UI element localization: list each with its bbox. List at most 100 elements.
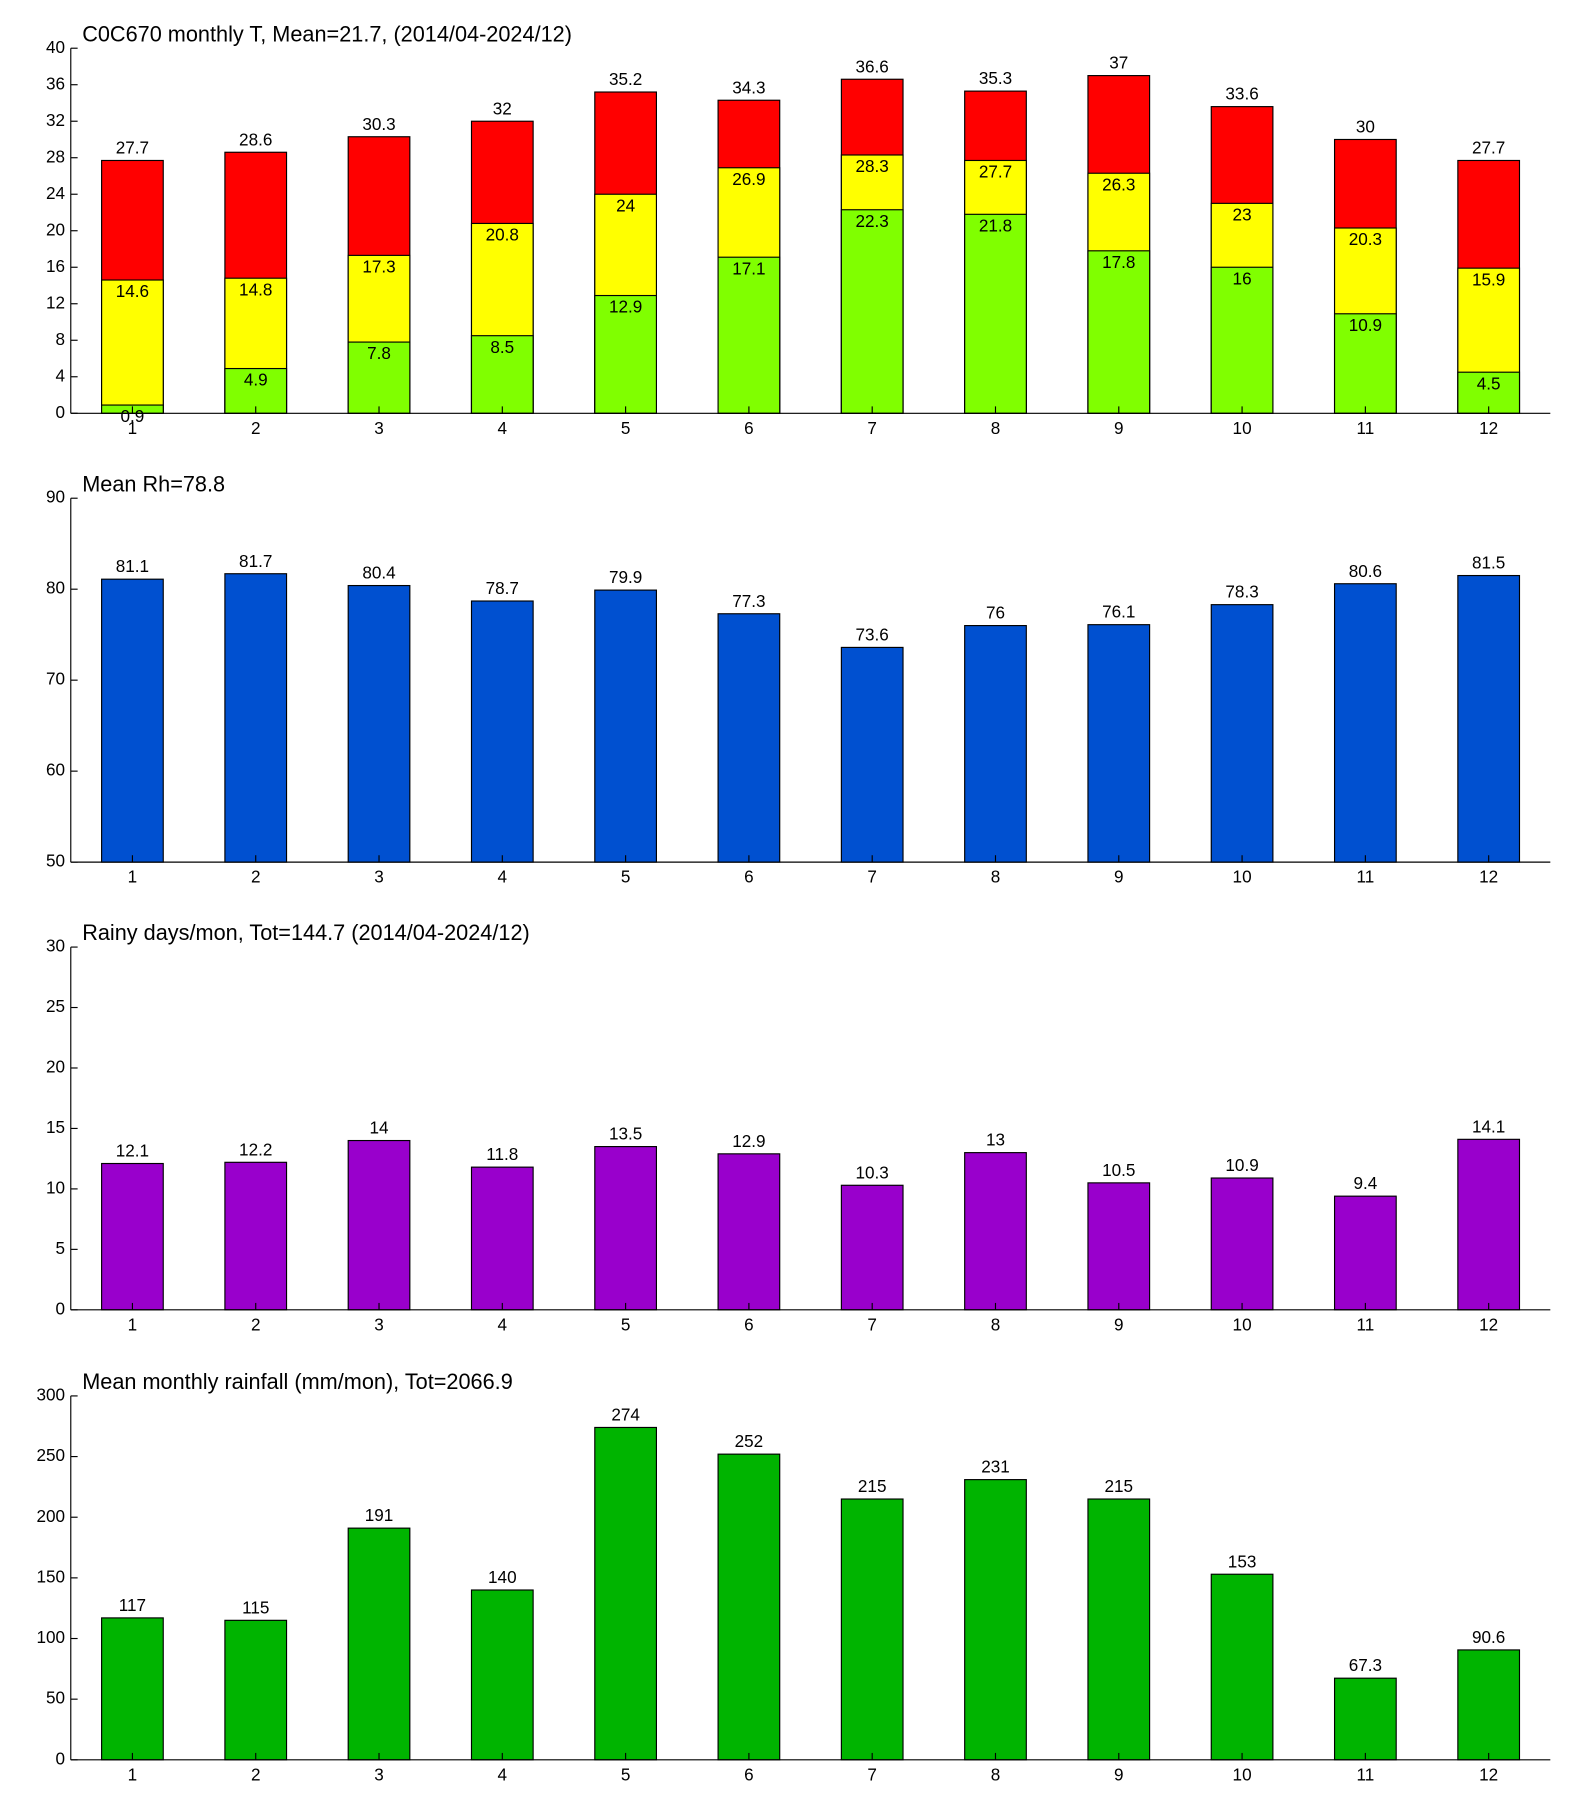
- y-tick-label: 0: [56, 402, 66, 422]
- x-tick-label: 11: [1356, 418, 1374, 438]
- bar: [1457, 1138, 1521, 1311]
- x-tick-label: 10: [1233, 1764, 1252, 1784]
- bar: [964, 213, 1027, 414]
- data-label: 79.9: [609, 567, 642, 587]
- x-tick-label: 11: [1356, 1764, 1374, 1784]
- bar: [101, 1617, 164, 1761]
- data-label: 32: [493, 98, 512, 118]
- bar: [470, 1589, 534, 1761]
- data-label: 13.5: [609, 1124, 642, 1144]
- x-tick-label: 10: [1233, 1314, 1252, 1334]
- bar: [1087, 624, 1151, 863]
- data-label: 34.3: [732, 77, 765, 97]
- data-label: 78.3: [1225, 582, 1258, 602]
- data-label: 10.5: [1102, 1160, 1135, 1180]
- data-label: 76: [986, 603, 1005, 623]
- data-label: 36.6: [856, 56, 889, 76]
- bar: [470, 600, 534, 863]
- data-label: 73.6: [856, 624, 889, 644]
- y-tick-label: 300: [37, 1384, 66, 1404]
- data-label: 24: [616, 195, 635, 215]
- x-tick-label: 3: [374, 867, 384, 887]
- bar: [347, 341, 411, 414]
- data-label: 20.8: [486, 225, 519, 245]
- bar: [1333, 1677, 1397, 1761]
- y-tick-label: 30: [46, 936, 65, 956]
- bar: [347, 584, 411, 863]
- data-label: 35.2: [609, 69, 642, 89]
- x-tick-label: 1: [128, 1764, 138, 1784]
- x-tick-label: 4: [498, 1314, 508, 1334]
- data-label: 26.3: [1102, 174, 1135, 194]
- x-tick-label: 12: [1479, 1314, 1498, 1334]
- y-tick-label: 8: [56, 329, 66, 349]
- bar: [717, 1153, 781, 1311]
- data-label: 77.3: [732, 591, 765, 611]
- bar: [717, 1453, 781, 1761]
- y-tick-label: 25: [46, 996, 65, 1016]
- data-label: 140: [488, 1567, 517, 1587]
- data-label: 0.9: [121, 406, 145, 426]
- data-label: 22.3: [856, 211, 889, 231]
- data-label: 30.3: [362, 114, 395, 134]
- chart-title: C0C670 monthly T, Mean=21.7, (2014/04-20…: [82, 21, 572, 46]
- bar: [1210, 266, 1274, 414]
- x-tick-label: 5: [621, 1314, 631, 1334]
- bar: [840, 1184, 904, 1311]
- data-label: 13: [986, 1130, 1005, 1150]
- bar: [1457, 1649, 1521, 1761]
- x-tick-label: 8: [991, 418, 1001, 438]
- x-tick-label: 3: [374, 1764, 384, 1784]
- x-tick-label: 11: [1356, 867, 1374, 887]
- x-tick-label: 5: [621, 418, 631, 438]
- bar: [1457, 574, 1521, 863]
- bar: [1087, 1498, 1151, 1761]
- bar: [1087, 1182, 1151, 1311]
- data-label: 67.3: [1349, 1655, 1382, 1675]
- data-label: 12.9: [609, 297, 642, 317]
- y-tick-label: 60: [46, 760, 65, 780]
- bar: [224, 367, 288, 414]
- y-tick-label: 100: [37, 1627, 66, 1647]
- x-tick-label: 7: [867, 1314, 877, 1334]
- chart-title: Mean monthly rainfall (mm/mon), Tot=2066…: [82, 1369, 513, 1394]
- data-label: 17.8: [1102, 252, 1135, 272]
- y-tick-label: 32: [46, 110, 65, 130]
- data-label: 30: [1356, 116, 1375, 136]
- data-label: 191: [365, 1505, 394, 1525]
- x-tick-label: 10: [1233, 418, 1252, 438]
- x-tick-label: 7: [867, 1764, 877, 1784]
- chart-title: Mean Rh=78.8: [82, 471, 225, 496]
- y-tick-label: 200: [37, 1506, 66, 1526]
- bar: [964, 625, 1027, 863]
- y-tick-label: 28: [46, 146, 65, 166]
- bar: [347, 1527, 411, 1761]
- data-label: 17.3: [362, 257, 395, 277]
- y-tick-label: 24: [46, 183, 65, 203]
- x-tick-label: 3: [374, 418, 384, 438]
- data-label: 17.1: [732, 258, 765, 278]
- y-tick-label: 80: [46, 578, 65, 598]
- x-tick-label: 9: [1114, 1314, 1124, 1334]
- bar: [717, 613, 781, 863]
- data-label: 12.1: [116, 1141, 149, 1161]
- data-label: 21.8: [979, 215, 1012, 235]
- x-tick-label: 8: [991, 1314, 1001, 1334]
- bar: [1333, 583, 1397, 863]
- y-tick-label: 90: [46, 487, 65, 507]
- bar: [964, 1152, 1027, 1311]
- data-label: 81.1: [116, 556, 149, 576]
- data-label: 78.7: [486, 578, 519, 598]
- data-label: 28.6: [239, 129, 272, 149]
- x-tick-label: 11: [1356, 1314, 1374, 1334]
- bar: [101, 1162, 164, 1311]
- bar: [840, 209, 904, 414]
- data-label: 15.9: [1472, 269, 1505, 289]
- data-label: 26.9: [732, 169, 765, 189]
- data-label: 14.1: [1472, 1116, 1505, 1136]
- y-tick-label: 50: [46, 851, 65, 871]
- x-tick-label: 4: [498, 1764, 508, 1784]
- bar: [1210, 604, 1274, 863]
- bar: [594, 1426, 658, 1761]
